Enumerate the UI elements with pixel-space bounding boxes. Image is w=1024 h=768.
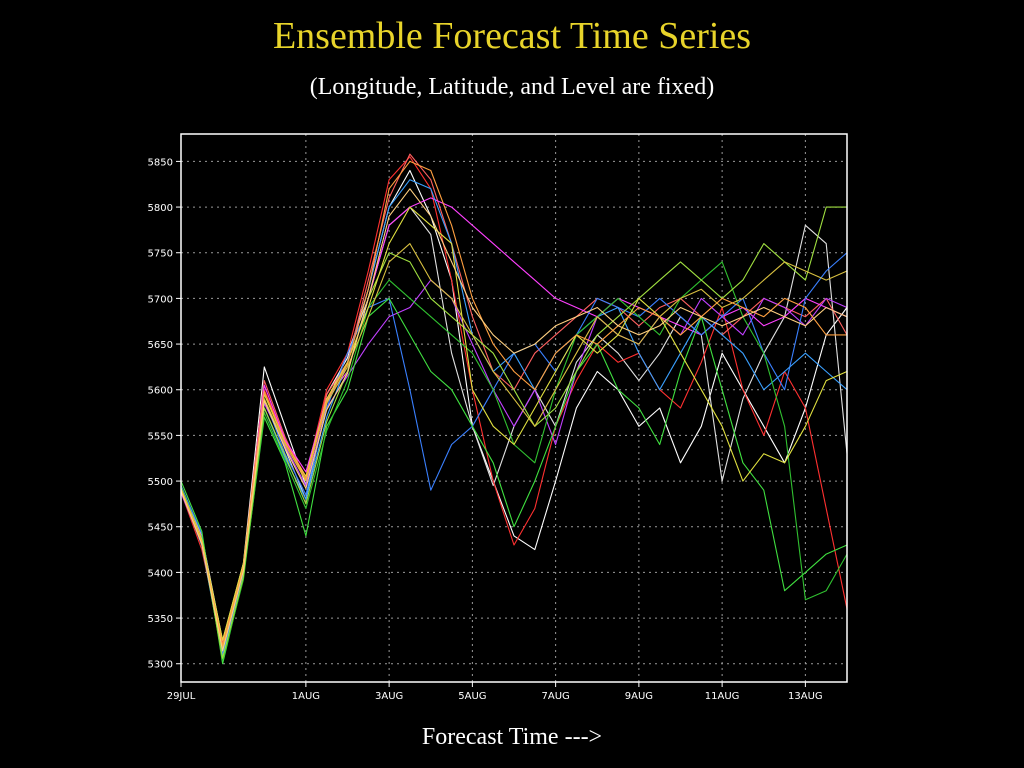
x-tick-label: 5AUG (458, 691, 486, 702)
ensemble-member-line-14 (180, 160, 847, 647)
y-tick-label: 5550 (148, 431, 173, 442)
ensemble-member-line-13 (180, 243, 848, 650)
y-tick-label: 5800 (148, 203, 173, 214)
x-axis-label: Forecast Time ---> (421, 724, 603, 750)
page-title: Ensemble Forecast Time Series (272, 15, 752, 57)
y-tick-label: 5500 (148, 477, 173, 488)
x-axis-ticks: 29JUL 1AUG 3AUG 5AUG 7AUG 9AUG 11AUG 13AUG (167, 682, 823, 702)
ensemble-member-line-9 (180, 297, 848, 665)
y-tick-label: 5450 (148, 523, 173, 534)
y-tick-label: 5600 (148, 386, 173, 397)
y-tick-label: 5850 (148, 157, 173, 168)
grid-lines (181, 134, 847, 682)
y-tick-label: 5350 (148, 614, 173, 625)
ensemble-member-line-11 (180, 206, 847, 659)
series-group (180, 153, 848, 665)
x-tick-label: 9AUG (625, 691, 653, 702)
ensemble-member-line-3 (180, 156, 848, 647)
ensemble-member-line-15 (180, 188, 848, 652)
x-tick-label: 1AUG (292, 691, 320, 702)
ensemble-member-line-5 (180, 197, 848, 656)
x-tick-label: 13AUG (788, 691, 823, 702)
ensemble-member-line-1 (180, 169, 848, 642)
x-tick-label: 29JUL (167, 691, 196, 702)
y-tick-label: 5750 (148, 249, 173, 260)
y-tick-label: 5300 (148, 660, 173, 671)
y-tick-label: 5650 (148, 340, 173, 351)
x-tick-label: 11AUG (705, 691, 740, 702)
plot-frame (180, 133, 848, 683)
ensemble-member-line-8 (180, 179, 848, 657)
x-tick-label: 7AUG (541, 691, 569, 702)
y-tick-label: 5400 (148, 568, 173, 579)
x-tick-label: 3AUG (375, 691, 403, 702)
y-tick-label: 5700 (148, 294, 173, 305)
ensemble-member-line-10 (180, 261, 848, 661)
ensemble-member-line-6 (180, 279, 848, 648)
y-axis-ticks: 5300 5350 5400 5450 5500 5550 5600 5650 5700 5750… (148, 157, 181, 671)
page-subtitle: (Longitude, Latitude, and Level are fixe… (309, 74, 715, 100)
